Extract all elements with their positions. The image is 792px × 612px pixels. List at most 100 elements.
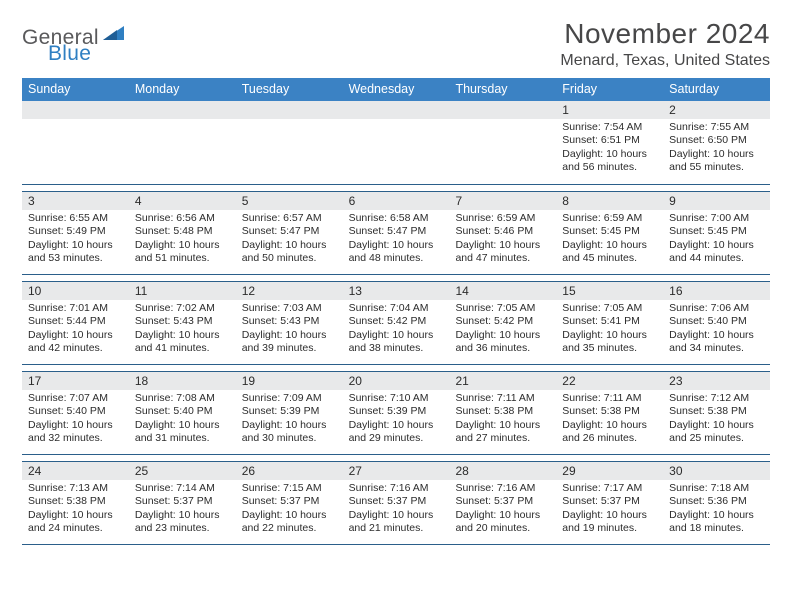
sunset-text: Sunset: 5:47 PM bbox=[242, 225, 337, 238]
day-number: 17 bbox=[22, 372, 129, 390]
day-body: Sunrise: 6:58 AMSunset: 5:47 PMDaylight:… bbox=[343, 210, 450, 270]
day-cell: 6Sunrise: 6:58 AMSunset: 5:47 PMDaylight… bbox=[343, 192, 450, 274]
day-body: Sunrise: 7:10 AMSunset: 5:39 PMDaylight:… bbox=[343, 390, 450, 450]
day-body: Sunrise: 7:16 AMSunset: 5:37 PMDaylight:… bbox=[449, 480, 556, 540]
day-body: Sunrise: 7:55 AMSunset: 6:50 PMDaylight:… bbox=[663, 119, 770, 179]
sunrise-text: Sunrise: 7:17 AM bbox=[562, 482, 657, 495]
day-body: Sunrise: 7:00 AMSunset: 5:45 PMDaylight:… bbox=[663, 210, 770, 270]
daylight-text: Daylight: 10 hours and 21 minutes. bbox=[349, 509, 444, 536]
day-body: Sunrise: 7:05 AMSunset: 5:41 PMDaylight:… bbox=[556, 300, 663, 360]
sunset-text: Sunset: 5:45 PM bbox=[669, 225, 764, 238]
day-cell: 13Sunrise: 7:04 AMSunset: 5:42 PMDayligh… bbox=[343, 282, 450, 364]
day-number: 27 bbox=[343, 462, 450, 480]
sunrise-text: Sunrise: 7:18 AM bbox=[669, 482, 764, 495]
day-cell: 24Sunrise: 7:13 AMSunset: 5:38 PMDayligh… bbox=[22, 462, 129, 544]
daylight-text: Daylight: 10 hours and 18 minutes. bbox=[669, 509, 764, 536]
day-header: Saturday bbox=[663, 78, 770, 101]
sunset-text: Sunset: 6:51 PM bbox=[562, 134, 657, 147]
daylight-text: Daylight: 10 hours and 48 minutes. bbox=[349, 239, 444, 266]
daylight-text: Daylight: 10 hours and 55 minutes. bbox=[669, 148, 764, 175]
daylight-text: Daylight: 10 hours and 36 minutes. bbox=[455, 329, 550, 356]
sunrise-text: Sunrise: 6:57 AM bbox=[242, 212, 337, 225]
day-cell: 17Sunrise: 7:07 AMSunset: 5:40 PMDayligh… bbox=[22, 372, 129, 454]
sunrise-text: Sunrise: 7:05 AM bbox=[455, 302, 550, 315]
daylight-text: Daylight: 10 hours and 19 minutes. bbox=[562, 509, 657, 536]
sunset-text: Sunset: 5:42 PM bbox=[349, 315, 444, 328]
day-cell bbox=[449, 101, 556, 184]
sunrise-text: Sunrise: 6:59 AM bbox=[562, 212, 657, 225]
day-body: Sunrise: 7:01 AMSunset: 5:44 PMDaylight:… bbox=[22, 300, 129, 360]
day-cell: 7Sunrise: 6:59 AMSunset: 5:46 PMDaylight… bbox=[449, 192, 556, 274]
sunrise-text: Sunrise: 7:11 AM bbox=[455, 392, 550, 405]
day-number bbox=[129, 101, 236, 119]
day-header: Wednesday bbox=[343, 78, 450, 101]
calendar-page: General Blue November 2024 Menard, Texas… bbox=[0, 0, 792, 545]
day-body: Sunrise: 7:54 AMSunset: 6:51 PMDaylight:… bbox=[556, 119, 663, 179]
daylight-text: Daylight: 10 hours and 25 minutes. bbox=[669, 419, 764, 446]
sunset-text: Sunset: 5:37 PM bbox=[455, 495, 550, 508]
header: General Blue November 2024 Menard, Texas… bbox=[22, 18, 770, 70]
sunrise-text: Sunrise: 7:12 AM bbox=[669, 392, 764, 405]
sunset-text: Sunset: 5:44 PM bbox=[28, 315, 123, 328]
day-number: 19 bbox=[236, 372, 343, 390]
weeks-container: 1Sunrise: 7:54 AMSunset: 6:51 PMDaylight… bbox=[22, 101, 770, 545]
day-cell: 28Sunrise: 7:16 AMSunset: 5:37 PMDayligh… bbox=[449, 462, 556, 544]
day-cell: 14Sunrise: 7:05 AMSunset: 5:42 PMDayligh… bbox=[449, 282, 556, 364]
day-body: Sunrise: 7:11 AMSunset: 5:38 PMDaylight:… bbox=[449, 390, 556, 450]
day-body: Sunrise: 6:56 AMSunset: 5:48 PMDaylight:… bbox=[129, 210, 236, 270]
sunset-text: Sunset: 5:37 PM bbox=[349, 495, 444, 508]
month-title: November 2024 bbox=[560, 18, 770, 50]
day-number: 14 bbox=[449, 282, 556, 300]
day-body: Sunrise: 7:14 AMSunset: 5:37 PMDaylight:… bbox=[129, 480, 236, 540]
sunset-text: Sunset: 6:50 PM bbox=[669, 134, 764, 147]
daylight-text: Daylight: 10 hours and 26 minutes. bbox=[562, 419, 657, 446]
day-header-row: Sunday Monday Tuesday Wednesday Thursday… bbox=[22, 78, 770, 101]
day-body: Sunrise: 7:02 AMSunset: 5:43 PMDaylight:… bbox=[129, 300, 236, 360]
daylight-text: Daylight: 10 hours and 23 minutes. bbox=[135, 509, 230, 536]
day-cell: 9Sunrise: 7:00 AMSunset: 5:45 PMDaylight… bbox=[663, 192, 770, 274]
day-cell bbox=[129, 101, 236, 184]
daylight-text: Daylight: 10 hours and 56 minutes. bbox=[562, 148, 657, 175]
daylight-text: Daylight: 10 hours and 44 minutes. bbox=[669, 239, 764, 266]
sunset-text: Sunset: 5:48 PM bbox=[135, 225, 230, 238]
day-number: 9 bbox=[663, 192, 770, 210]
day-header: Friday bbox=[556, 78, 663, 101]
sunrise-text: Sunrise: 7:06 AM bbox=[669, 302, 764, 315]
daylight-text: Daylight: 10 hours and 41 minutes. bbox=[135, 329, 230, 356]
sunset-text: Sunset: 5:38 PM bbox=[455, 405, 550, 418]
day-cell: 12Sunrise: 7:03 AMSunset: 5:43 PMDayligh… bbox=[236, 282, 343, 364]
daylight-text: Daylight: 10 hours and 30 minutes. bbox=[242, 419, 337, 446]
day-cell: 27Sunrise: 7:16 AMSunset: 5:37 PMDayligh… bbox=[343, 462, 450, 544]
sunrise-text: Sunrise: 7:03 AM bbox=[242, 302, 337, 315]
sunset-text: Sunset: 5:37 PM bbox=[242, 495, 337, 508]
day-cell bbox=[22, 101, 129, 184]
day-number: 28 bbox=[449, 462, 556, 480]
day-number: 10 bbox=[22, 282, 129, 300]
day-number: 15 bbox=[556, 282, 663, 300]
sunrise-text: Sunrise: 7:15 AM bbox=[242, 482, 337, 495]
sunrise-text: Sunrise: 6:55 AM bbox=[28, 212, 123, 225]
daylight-text: Daylight: 10 hours and 22 minutes. bbox=[242, 509, 337, 536]
logo-triangle-icon bbox=[103, 25, 125, 46]
week-row: 17Sunrise: 7:07 AMSunset: 5:40 PMDayligh… bbox=[22, 371, 770, 455]
day-cell: 2Sunrise: 7:55 AMSunset: 6:50 PMDaylight… bbox=[663, 101, 770, 184]
daylight-text: Daylight: 10 hours and 53 minutes. bbox=[28, 239, 123, 266]
day-number: 12 bbox=[236, 282, 343, 300]
sunset-text: Sunset: 5:39 PM bbox=[349, 405, 444, 418]
daylight-text: Daylight: 10 hours and 34 minutes. bbox=[669, 329, 764, 356]
day-cell bbox=[343, 101, 450, 184]
day-number: 25 bbox=[129, 462, 236, 480]
day-cell: 4Sunrise: 6:56 AMSunset: 5:48 PMDaylight… bbox=[129, 192, 236, 274]
day-cell: 10Sunrise: 7:01 AMSunset: 5:44 PMDayligh… bbox=[22, 282, 129, 364]
day-body bbox=[129, 119, 236, 125]
day-cell: 16Sunrise: 7:06 AMSunset: 5:40 PMDayligh… bbox=[663, 282, 770, 364]
day-number: 13 bbox=[343, 282, 450, 300]
daylight-text: Daylight: 10 hours and 29 minutes. bbox=[349, 419, 444, 446]
day-number: 4 bbox=[129, 192, 236, 210]
sunrise-text: Sunrise: 7:05 AM bbox=[562, 302, 657, 315]
week-row: 3Sunrise: 6:55 AMSunset: 5:49 PMDaylight… bbox=[22, 191, 770, 275]
day-cell: 19Sunrise: 7:09 AMSunset: 5:39 PMDayligh… bbox=[236, 372, 343, 454]
day-body: Sunrise: 7:05 AMSunset: 5:42 PMDaylight:… bbox=[449, 300, 556, 360]
day-number: 23 bbox=[663, 372, 770, 390]
sunrise-text: Sunrise: 7:00 AM bbox=[669, 212, 764, 225]
